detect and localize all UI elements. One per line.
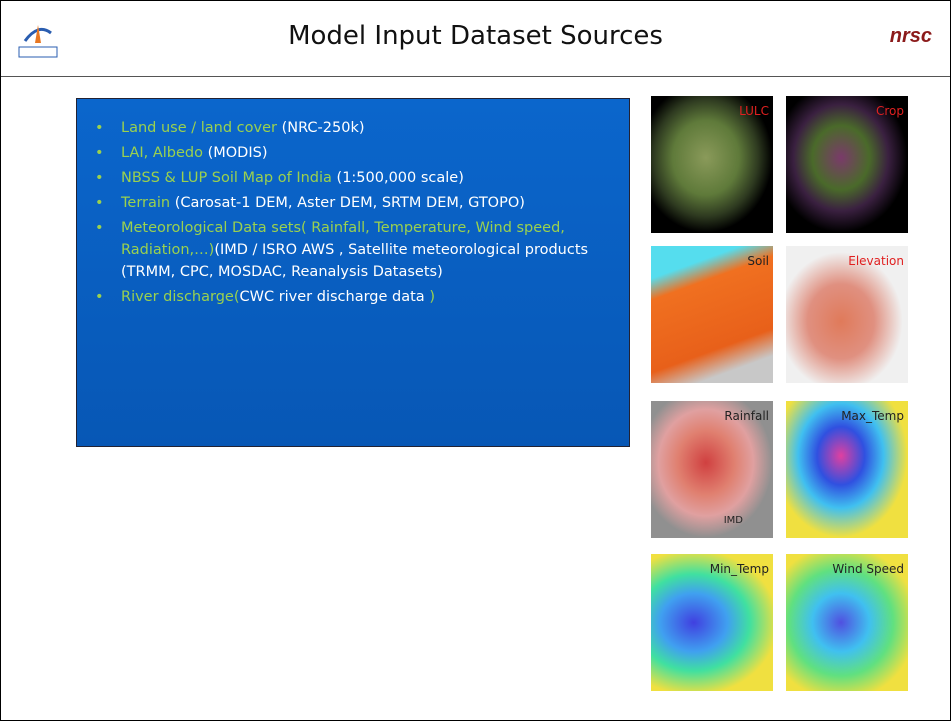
bullet-text: ) <box>429 289 435 305</box>
bullet-text: (1:500,000 scale) <box>337 170 464 186</box>
bullet-box: Land use / land cover (NRC-250k) LAI, Alb… <box>76 98 630 447</box>
map-label: Min_Temp <box>710 562 769 576</box>
bullet: River discharge(CWC river discharge data… <box>121 286 609 308</box>
bullet: Land use / land cover (NRC-250k) <box>121 117 609 139</box>
map-image: Max_Temp <box>786 401 908 538</box>
bullet-text: LAI, Albedo <box>121 145 208 161</box>
brand: nrsc <box>890 25 932 48</box>
bullet-text: (NRC-250k) <box>282 120 365 136</box>
bullet-text: Land use / land cover <box>121 120 282 136</box>
map-image: LULC <box>651 96 773 233</box>
map-note: IMD <box>724 515 743 526</box>
map-label: Rainfall <box>724 409 769 423</box>
map-image: Rainfall IMD <box>651 401 773 538</box>
bullet: LAI, Albedo (MODIS) <box>121 142 609 164</box>
bullet: NBSS & LUP Soil Map of India (1:500,000 … <box>121 167 609 189</box>
slide-title: Model Input Dataset Sources <box>1 21 950 51</box>
map-label: Crop <box>876 104 904 118</box>
map-image: Wind Speed <box>786 554 908 691</box>
map-label: Soil <box>747 254 769 268</box>
map-label: Wind Speed <box>832 562 904 576</box>
bullet: Meteorological Data sets( Rainfall, Temp… <box>121 217 609 283</box>
map-label: Elevation <box>848 254 904 268</box>
map-image: Soil <box>651 246 773 383</box>
bullet-text: NBSS & LUP Soil Map of India <box>121 170 337 186</box>
map-image: Elevation <box>786 246 908 383</box>
bullet-text: (MODIS) <box>208 145 268 161</box>
bullet-text: Terrain <box>121 195 175 211</box>
bullet-text: River discharge( <box>121 289 240 305</box>
bullet-text: (Carosat-1 DEM, Aster DEM, SRTM DEM, GTO… <box>175 195 525 211</box>
bullet-text: CWC river discharge data <box>240 289 430 305</box>
map-image: Crop <box>786 96 908 233</box>
slide: Model Input Dataset Sources nrsc Land us… <box>0 0 951 721</box>
bullet: Terrain (Carosat-1 DEM, Aster DEM, SRTM … <box>121 192 609 214</box>
map-label: LULC <box>739 104 769 118</box>
header-rule <box>1 76 950 77</box>
map-label: Max_Temp <box>841 409 904 423</box>
map-image: Min_Temp <box>651 554 773 691</box>
